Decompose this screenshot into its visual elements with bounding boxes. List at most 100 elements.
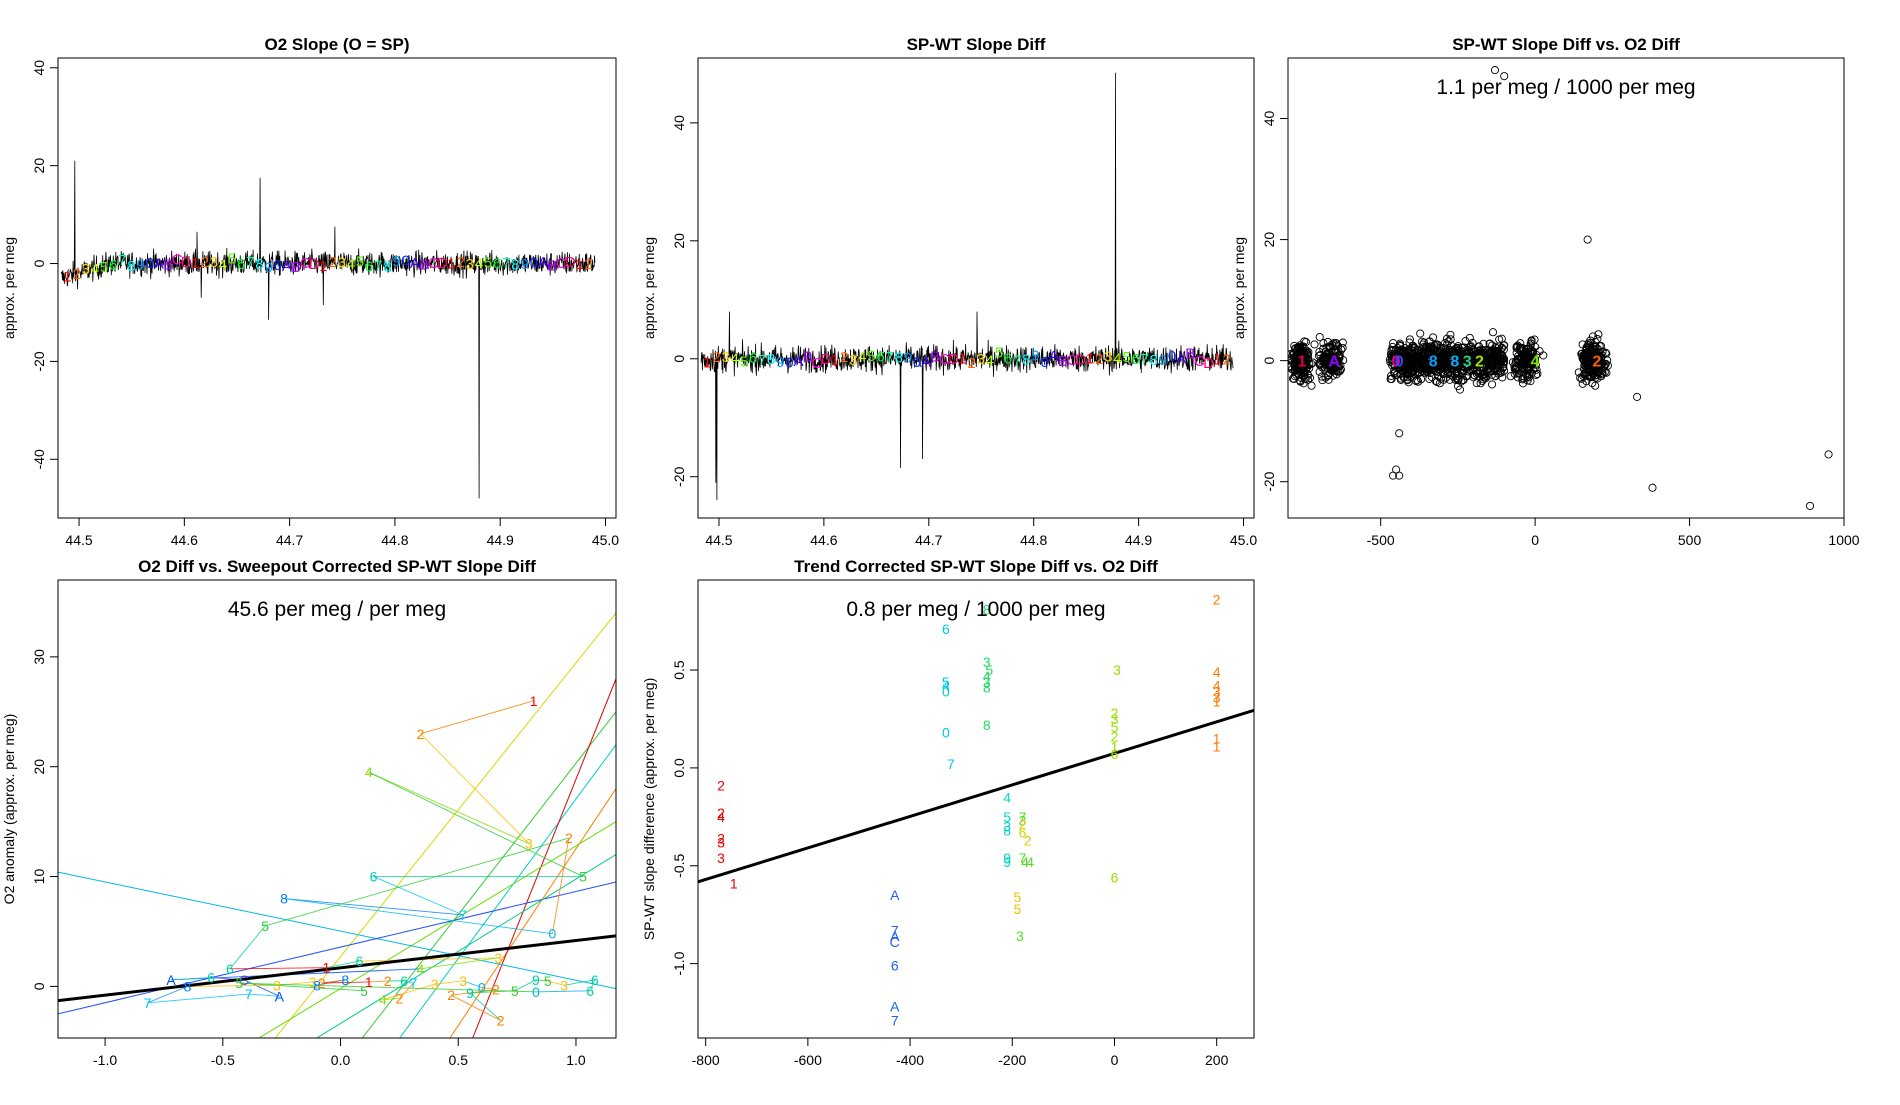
data-marker: 7	[1013, 352, 1021, 369]
data-marker: 1	[1086, 351, 1094, 368]
y-axis-label: approx. per meg	[641, 237, 657, 339]
connector-line	[368, 771, 584, 877]
data-marker: 6	[876, 349, 884, 366]
scatter-point	[1491, 349, 1500, 358]
connector-line	[551, 838, 570, 934]
y-tick-label: 0	[1261, 357, 1277, 365]
data-marker: C	[939, 351, 950, 368]
x-tick-label: 0.0	[331, 1052, 351, 1068]
scatter-point	[1648, 483, 1657, 492]
data-label: 2	[492, 982, 500, 998]
connector-line	[283, 898, 464, 916]
chart-title: O2 Slope (O = SP)	[264, 35, 409, 54]
scatter-point	[1288, 374, 1298, 383]
scatter-point	[1290, 372, 1299, 381]
data-marker: A	[794, 353, 804, 370]
plot-frame	[1287, 57, 1845, 519]
data-label: 6	[370, 869, 378, 885]
data-label: 1	[1111, 738, 1119, 754]
data-label: 5	[235, 975, 243, 991]
connector-line	[399, 982, 414, 999]
scatter-point	[1397, 365, 1406, 375]
data-label: 5	[511, 983, 519, 999]
data-marker: A	[410, 255, 420, 272]
scatter-point	[1433, 365, 1442, 374]
data-label: 6	[942, 621, 950, 637]
data-label: 6	[586, 983, 594, 999]
data-label: 3	[1213, 689, 1221, 705]
scatter-point	[1297, 363, 1306, 372]
data-marker: 1	[703, 355, 711, 372]
scatter-point	[1488, 362, 1497, 371]
scatter-point	[1337, 345, 1346, 354]
data-label: 5	[1003, 809, 1011, 825]
data-label: 2	[717, 778, 725, 794]
chart-title: Trend Corrected SP-WT Slope Diff vs. O2 …	[794, 557, 1158, 576]
data-marker: 4	[347, 256, 355, 273]
scatter-point	[1395, 349, 1404, 358]
scatter-point	[1471, 351, 1481, 360]
x-tick-label: -1.0	[93, 1052, 117, 1068]
data-marker: 1	[191, 255, 199, 272]
data-marker: 3	[82, 261, 90, 278]
scatter-point	[1455, 348, 1464, 357]
scatter-point	[1447, 355, 1456, 364]
connector-line	[170, 977, 212, 981]
scatter-point	[1457, 343, 1467, 353]
data-marker: 7	[758, 352, 766, 369]
connector-line	[229, 967, 327, 970]
fit-line-series	[399, 744, 616, 1038]
scatter-point	[1429, 333, 1438, 342]
data-label: 2	[1111, 705, 1119, 721]
scatter-point	[1450, 348, 1459, 357]
scatter-point	[1435, 347, 1444, 356]
data-marker: A	[1049, 348, 1059, 365]
data-marker: 2	[1223, 351, 1231, 368]
scatter-point	[1583, 235, 1592, 244]
connector-line	[420, 957, 499, 970]
scatter-point	[1420, 338, 1429, 347]
data-label: 5	[942, 674, 950, 690]
connector-line	[420, 700, 534, 735]
scatter-point	[1581, 361, 1590, 370]
data-label: 2	[565, 830, 573, 846]
connector-line	[359, 957, 499, 962]
scatter-point	[1307, 381, 1316, 390]
data-label: 3	[1019, 813, 1027, 829]
data-marker: 1	[831, 352, 839, 369]
scatter-point	[1319, 353, 1328, 362]
chart-p2: 1 2 3 4 5 6 7 8 9 0 A BCD 1 2 3 4 5 6 7 8 9 0 A BCD 1 2 3 4 5 6 7 8 9 0 A B…	[641, 35, 1257, 548]
scatter-point	[1497, 334, 1506, 343]
scatter-point	[1452, 371, 1461, 381]
cluster-marker: 0	[1395, 354, 1404, 371]
scatter-point	[1457, 377, 1466, 386]
data-marker: D	[437, 255, 448, 272]
scatter-point	[1453, 359, 1462, 369]
scatter-point	[1483, 347, 1492, 356]
y-tick-label: 40	[31, 60, 47, 76]
scatter-point	[1824, 450, 1833, 459]
scatter-point	[1325, 352, 1334, 361]
data-marker: 6	[365, 259, 373, 276]
y-tick-label: -20	[1261, 471, 1277, 491]
y-tick-label: 0	[31, 982, 47, 990]
data-label: 2	[717, 830, 725, 846]
cluster-marker: 2	[1475, 354, 1484, 371]
scatter-point	[1390, 361, 1399, 370]
scatter-point	[1592, 351, 1601, 360]
data-label: 0	[478, 979, 486, 995]
data-marker: 6	[749, 350, 757, 367]
scatter-point	[1388, 351, 1397, 361]
plot-frame	[57, 57, 617, 519]
data-label: 1	[365, 974, 373, 990]
data-marker: 8	[895, 350, 903, 367]
plot-area: 1 2 3 4 5 6 7 8 9 0 A BCD 1 2 3 4 5 6 7 8 9 0 A BCD 1 2 3 4 5 6 7 8 9 0 A B…	[700, 72, 1234, 501]
data-marker: 8	[255, 256, 263, 273]
data-marker: 3	[338, 255, 346, 272]
scatter-point	[1331, 345, 1340, 354]
connector-line	[434, 980, 464, 985]
data-marker: 3	[721, 349, 729, 366]
plot-frame	[697, 57, 1255, 519]
scatter-point	[1439, 357, 1448, 366]
